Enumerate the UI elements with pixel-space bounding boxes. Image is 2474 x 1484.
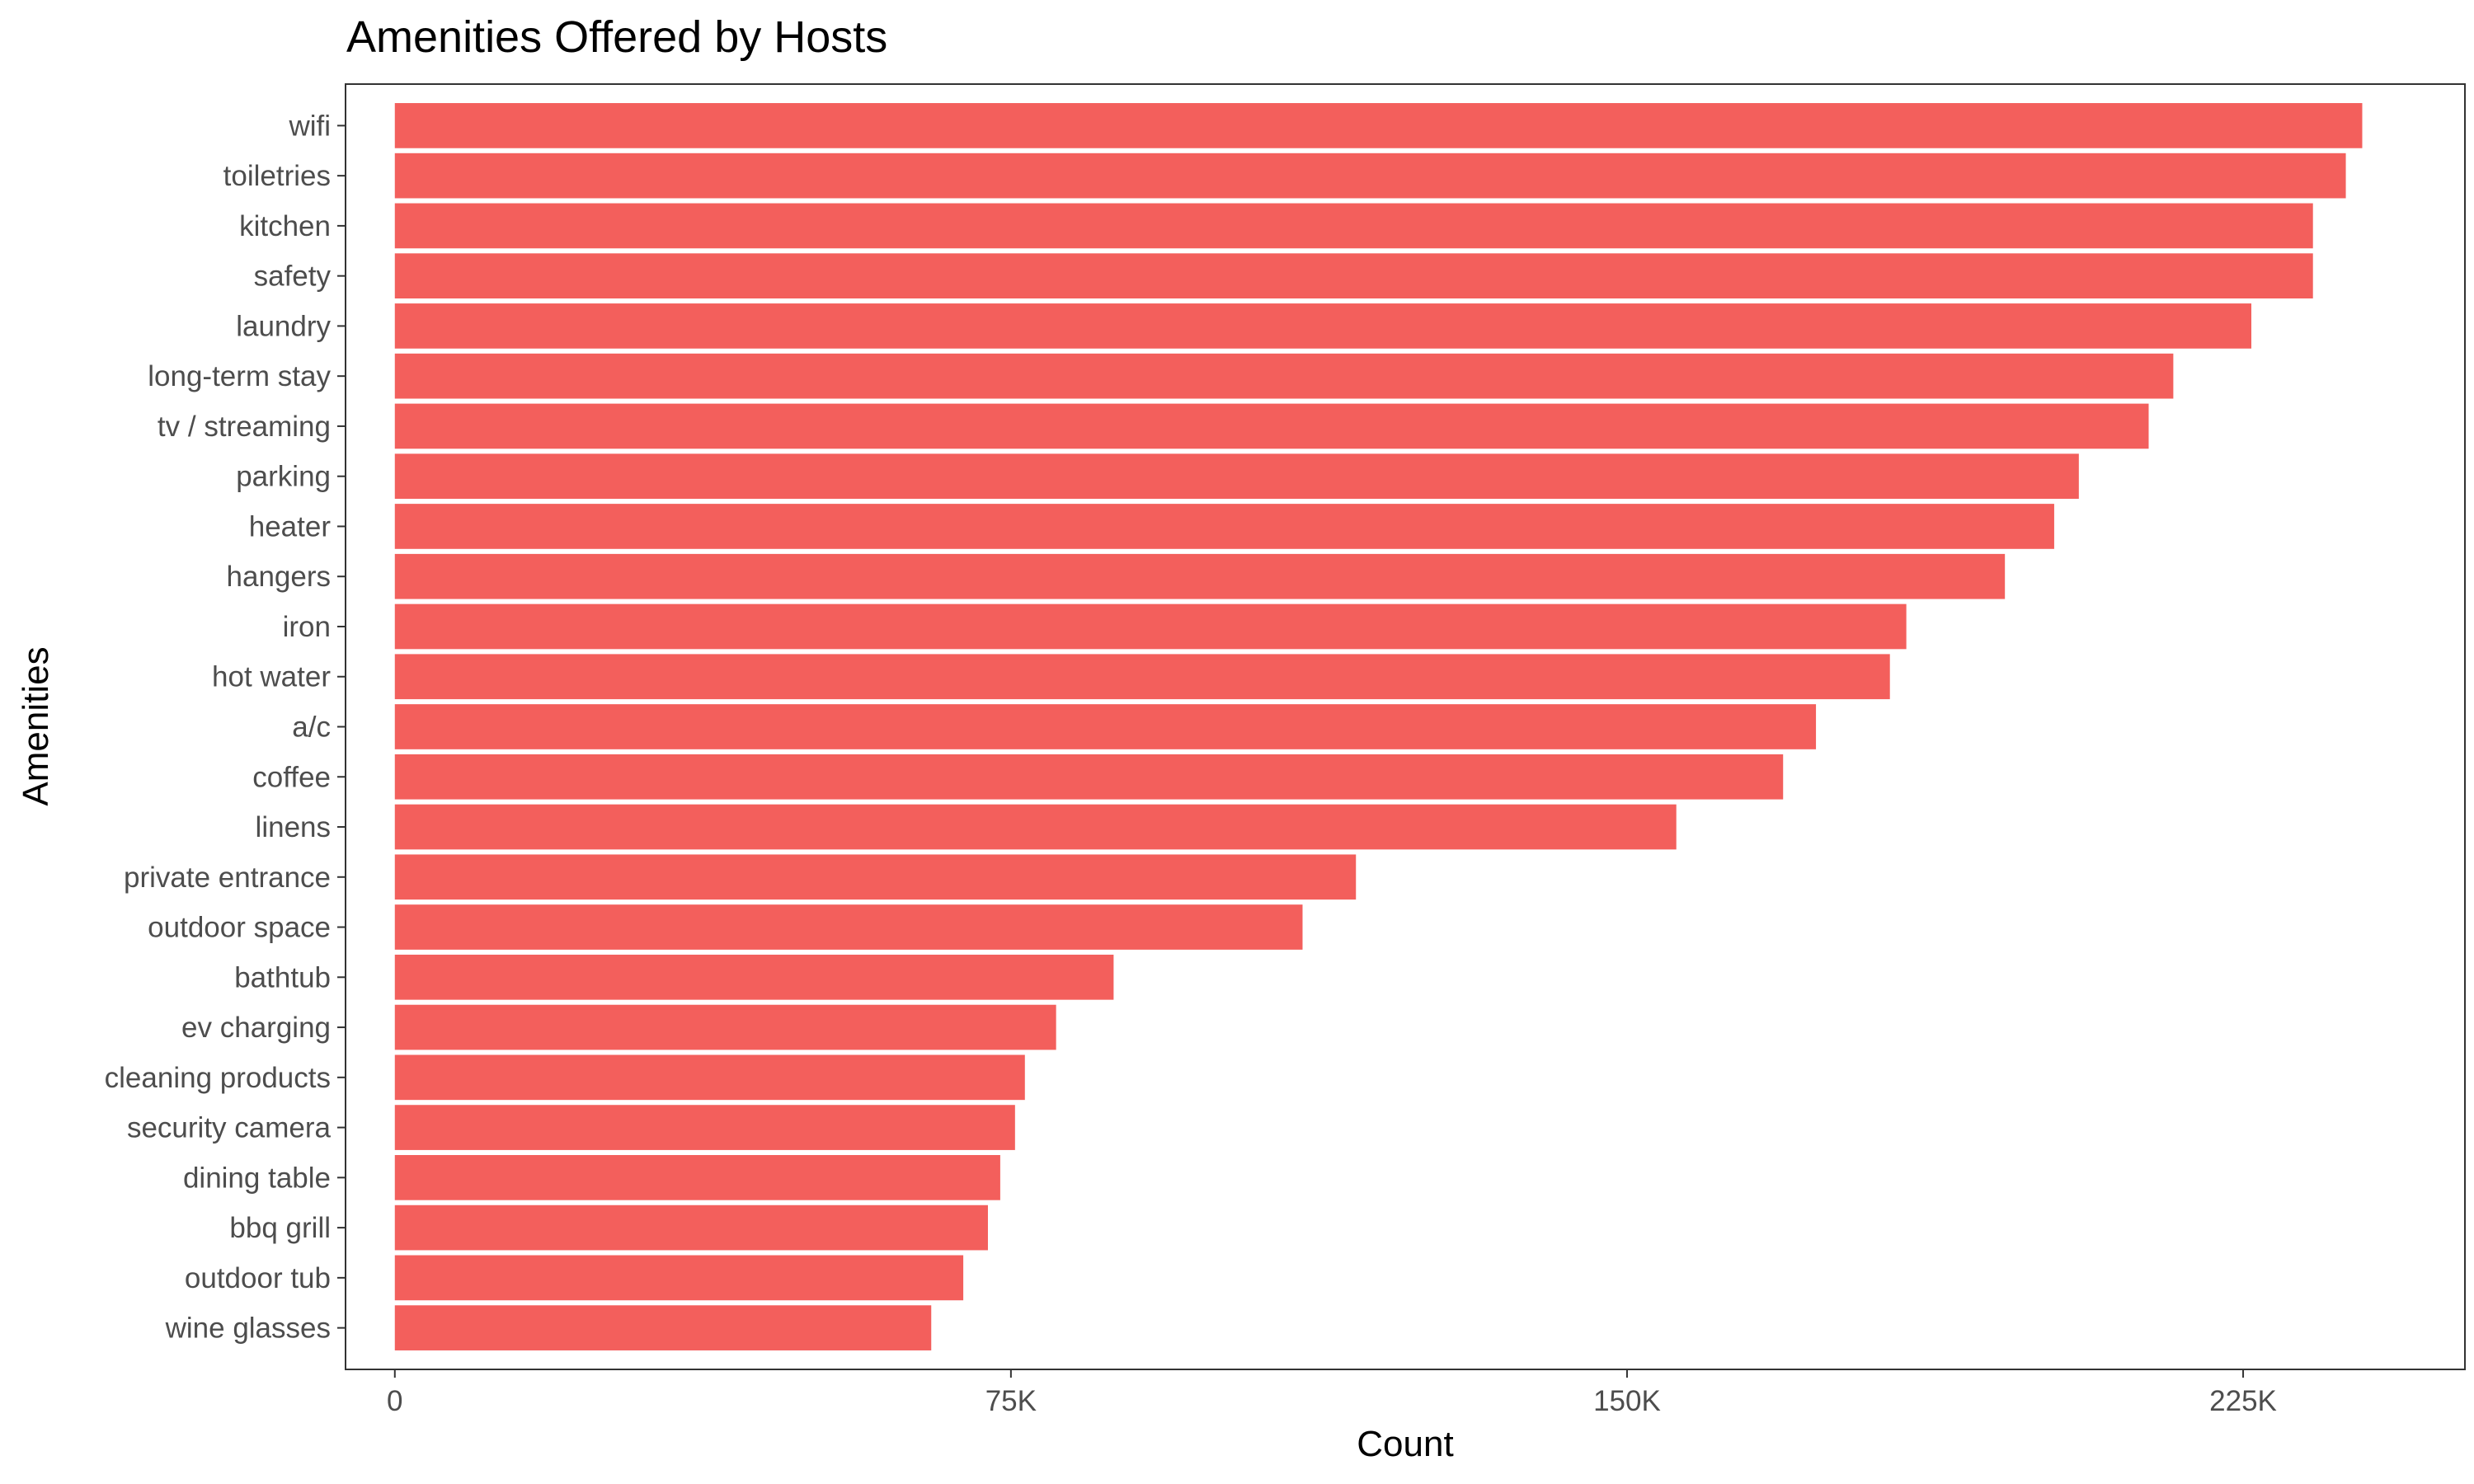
y-tick-label: bbq grill [229,1212,331,1244]
bar-private-entrance [394,854,1357,900]
y-tick-label: long-term stay [148,360,331,392]
bar-long-term-stay [394,353,2174,399]
y-tick-label: bathtub [234,961,331,993]
y-tick-label: parking [236,461,331,493]
y-tick-label: wifi [288,110,331,142]
y-tick-label: outdoor space [148,912,331,944]
bar-tv-streaming [394,403,2149,449]
bar-laundry [394,303,2252,349]
x-tick-label: 75K [985,1385,1037,1417]
y-tick-label: ev charging [181,1012,331,1044]
bar-hot-water [394,654,1890,700]
bar-outdoor-tub [394,1255,964,1301]
y-tick-label: outdoor tub [185,1262,331,1294]
x-axis-title: Count [1357,1424,1453,1464]
bar-toiletries [394,153,2346,199]
bar-wine-glasses [394,1305,932,1350]
bar-linens [394,804,1677,850]
y-tick-label: linens [256,811,331,843]
bar-dining-table [394,1154,1000,1200]
bar-kitchen [394,203,2313,249]
y-tick-label: toiletries [223,160,331,192]
y-tick-label: tv / streaming [158,411,331,443]
y-tick-label: cleaning products [105,1062,331,1094]
y-tick-label: laundry [236,310,331,342]
y-tick-label: safety [254,261,332,293]
y-tick-label: coffee [252,761,331,793]
bar-outdoor-space [394,904,1303,950]
bar-cleaning-products [394,1054,1025,1101]
bar-bbq-grill [394,1205,988,1251]
y-tick-label: heater [249,510,332,542]
x-tick-label: 150K [1593,1385,1661,1417]
bar-security-camera [394,1105,1015,1150]
bar-bathtub [394,954,1114,1000]
bars-group [394,103,2363,1350]
y-tick-label: dining table [183,1162,331,1194]
bar-iron [394,603,1907,650]
y-tick-label: a/c [292,711,331,744]
y-axis: wifi toiletries kitchen safety laundry long-t… [105,110,346,1345]
x-tick-label: 225K [2209,1385,2277,1417]
bar-wifi [394,103,2363,148]
y-tick-label: wine glasses [165,1313,331,1345]
bar-parking [394,453,2079,500]
y-tick-label: kitchen [239,210,331,242]
bar-a-c [394,704,1817,749]
y-tick-label: hot water [212,661,331,693]
bar-ev-charging [394,1004,1056,1050]
chart-title: Amenities Offered by Hosts [346,12,888,62]
y-tick-label: hangers [227,561,331,593]
bar-heater [394,504,2054,549]
x-tick-label: 0 [387,1385,402,1417]
y-axis-title: Amenities [16,646,56,805]
bar-hangers [394,553,2006,599]
bar-coffee [394,754,1784,800]
y-tick-label: private entrance [124,862,331,894]
x-axis: 0 75K 150K 225K [387,1369,2277,1417]
y-tick-label: iron [283,611,331,643]
bar-safety [394,253,2313,299]
y-tick-label: security camera [127,1112,332,1144]
